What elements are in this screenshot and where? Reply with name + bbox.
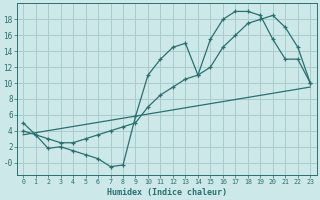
X-axis label: Humidex (Indice chaleur): Humidex (Indice chaleur) (107, 188, 227, 197)
